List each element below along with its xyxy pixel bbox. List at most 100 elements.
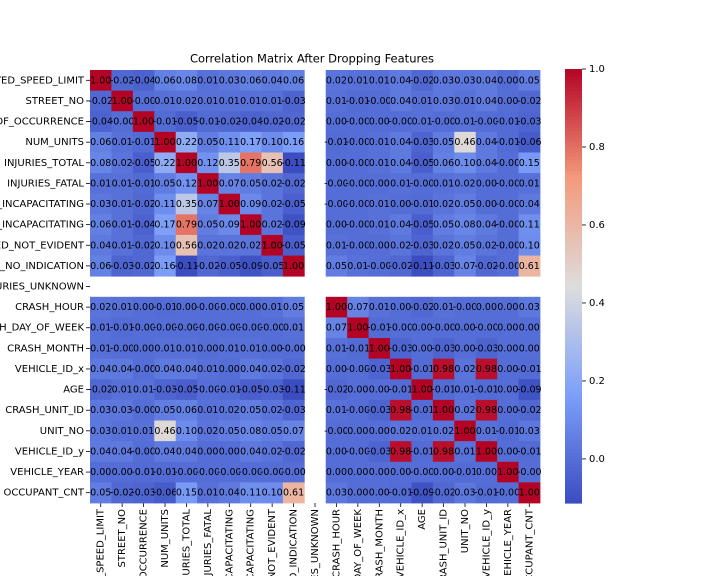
cell-annotation: 0.01	[412, 96, 433, 107]
colorbar-segment	[565, 383, 582, 388]
heatmap-cell	[132, 214, 155, 236]
heatmap-cell	[282, 441, 305, 463]
cell-annotation: -0.00	[131, 405, 156, 416]
cell-annotation: -0.00	[324, 199, 349, 210]
heatmap-cell	[132, 338, 155, 360]
cell-annotation: -0.02	[110, 75, 135, 86]
colorbar-tick-label: 1.0	[589, 64, 605, 75]
cell-annotation: 0.11	[519, 220, 540, 231]
cell-annotation: 1.00	[412, 385, 433, 396]
cell-annotation: 0.00	[454, 343, 475, 354]
heatmap-cell	[282, 214, 305, 236]
cell-annotation: 0.03	[90, 426, 111, 437]
y-tick-label: VEHICLE_YEAR	[10, 467, 84, 478]
cell-annotation: 0.01	[90, 178, 111, 189]
y-tick-label: CRASH_MONTH	[7, 343, 84, 354]
cell-annotation: 0.02	[262, 405, 283, 416]
cell-annotation: -0.02	[431, 488, 456, 499]
heatmap-cell	[432, 111, 455, 133]
cell-annotation: 0.01	[283, 323, 304, 334]
heatmap-cell	[197, 214, 219, 236]
x-tick-label: VEHICLE_ID_y	[481, 509, 492, 576]
heatmap-cell	[218, 152, 241, 174]
colorbar-segment	[565, 307, 582, 312]
cell-annotation: -0.06	[153, 488, 178, 499]
heatmap-cell	[518, 461, 541, 483]
heatmap-cell	[411, 152, 434, 174]
heatmap-cell	[325, 193, 348, 215]
cell-annotation: 0.03	[433, 75, 454, 86]
cell-annotation: -0.02	[281, 446, 306, 457]
heatmap-cell	[497, 420, 519, 442]
colorbar-segment	[565, 289, 582, 294]
cell-annotation: -0.01	[324, 137, 349, 148]
heatmap-cell	[218, 338, 241, 360]
heatmap-cell	[90, 379, 112, 401]
heatmap-cell	[197, 234, 219, 256]
cell-annotation: 1.00	[219, 199, 240, 210]
colorbar-segment	[565, 293, 582, 298]
cell-annotation: 0.79	[240, 158, 261, 169]
cell-annotation: -0.05	[174, 385, 199, 396]
heatmap-cell	[518, 90, 541, 112]
cell-annotation: 0.01	[369, 75, 390, 86]
heatmap-cell	[368, 173, 391, 195]
colorbar-tick-label: 0.0	[589, 454, 605, 465]
heatmap-cell	[454, 338, 477, 360]
cell-annotation: 0.03	[519, 302, 540, 313]
colorbar-segment	[565, 448, 582, 453]
heatmap-cell	[497, 131, 519, 153]
cell-annotation: 0.01	[262, 302, 283, 313]
colorbar-segment	[565, 347, 582, 352]
cell-annotation: 0.16	[283, 137, 304, 148]
cell-annotation: 0.01	[476, 426, 497, 437]
heatmap-cell	[411, 358, 434, 380]
colorbar-segment	[565, 119, 582, 124]
cell-annotation: 0.01	[240, 343, 261, 354]
heatmap-cell	[111, 399, 134, 421]
colorbar-segment	[565, 253, 582, 258]
cell-annotation: -0.00	[131, 446, 156, 457]
cell-annotation: 0.01	[240, 96, 261, 107]
heatmap-cell	[261, 296, 284, 318]
cell-annotation: 0.11	[219, 137, 240, 148]
colorbar-segment	[565, 296, 582, 302]
cell-annotation: 0.01	[454, 446, 475, 457]
heatmap-cell	[390, 420, 412, 442]
heatmap-cell	[261, 234, 284, 256]
heatmap-cell	[197, 255, 219, 277]
cell-annotation: -0.01	[110, 323, 135, 334]
cell-annotation: 1.00	[519, 488, 540, 499]
cell-annotation: 1.00	[433, 405, 454, 416]
colorbar-segment	[565, 401, 582, 406]
cell-annotation: 0.00	[497, 96, 518, 107]
colorbar-segment	[565, 304, 582, 309]
cell-annotation: -0.05	[131, 158, 156, 169]
cell-annotation: 0.00	[497, 364, 518, 375]
cell-annotation: -0.00	[367, 261, 392, 272]
cell-annotation: 0.02	[433, 240, 454, 251]
heatmap-cell	[454, 70, 477, 92]
heatmap-cell	[347, 152, 369, 174]
cell-annotation: 0.05	[433, 220, 454, 231]
cell-annotation: -0.00	[346, 220, 371, 231]
cell-annotation: 0.02	[176, 96, 197, 107]
cell-annotation: -0.11	[281, 385, 306, 396]
cell-annotation: 0.00	[476, 467, 497, 478]
heatmap-cell	[132, 70, 155, 92]
colorbar-segment	[565, 130, 582, 135]
cell-annotation: -0.00	[410, 467, 435, 478]
heatmap-cell	[518, 193, 541, 215]
cell-annotation: -0.02	[88, 385, 113, 396]
cell-annotation: 0.03	[219, 75, 240, 86]
heatmap-cell	[475, 234, 498, 256]
heatmap-cell	[497, 234, 519, 256]
colorbar-segment	[565, 76, 582, 81]
heatmap-cell	[497, 317, 519, 339]
heatmap-cell	[325, 234, 348, 256]
cell-annotation: -0.01	[410, 364, 435, 375]
colorbar-segment	[565, 249, 582, 255]
cell-annotation: 0.04	[154, 364, 175, 375]
heatmap-cell	[347, 90, 369, 112]
heatmap-cell	[261, 338, 284, 360]
